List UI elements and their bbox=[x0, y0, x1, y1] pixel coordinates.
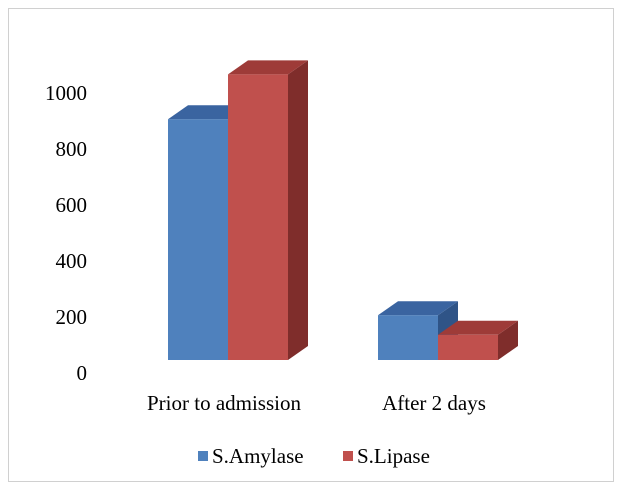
bar-top-face bbox=[438, 320, 518, 335]
x-axis-categories: Prior to admission After 2 days bbox=[147, 391, 486, 415]
bar-top-face bbox=[228, 60, 308, 75]
x-category-label: After 2 days bbox=[382, 391, 486, 415]
legend-label: S.Amylase bbox=[212, 444, 304, 468]
legend-item-s-amylase: S.Amylase bbox=[198, 444, 304, 468]
bars bbox=[168, 60, 518, 361]
x-category-label: Prior to admission bbox=[147, 391, 302, 415]
bar-front-face bbox=[168, 119, 228, 360]
bar-top-face bbox=[378, 301, 458, 316]
y-tick-label: 800 bbox=[56, 137, 88, 161]
y-tick-label: 200 bbox=[56, 305, 88, 329]
bar-s-lipase-2 bbox=[438, 320, 518, 360]
legend: S.Amylase S.Lipase bbox=[198, 444, 430, 468]
bar-side-face bbox=[498, 320, 518, 360]
y-tick-label: 1000 bbox=[45, 81, 87, 105]
y-axis-ticks: 0 200 400 600 800 1000 bbox=[45, 81, 87, 385]
legend-swatch bbox=[343, 451, 353, 461]
y-tick-label: 600 bbox=[56, 193, 88, 217]
y-tick-label: 400 bbox=[56, 249, 88, 273]
legend-item-s-lipase: S.Lipase bbox=[343, 444, 430, 468]
bar-front-face bbox=[228, 74, 288, 361]
y-tick-label: 0 bbox=[77, 361, 88, 385]
legend-label: S.Lipase bbox=[357, 444, 430, 468]
legend-swatch bbox=[198, 451, 208, 461]
chart-frame bbox=[8, 8, 614, 482]
bar-front-face bbox=[378, 315, 438, 360]
bar-side-face bbox=[288, 60, 308, 361]
bar-s-lipase-1 bbox=[228, 60, 308, 361]
bar-front-face bbox=[438, 334, 498, 360]
